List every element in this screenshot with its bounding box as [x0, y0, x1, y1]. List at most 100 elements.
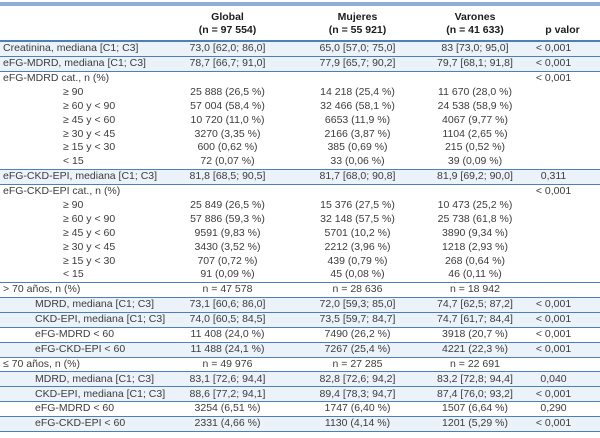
global-value-cell: 25 849 (26,5 %) [190, 198, 265, 211]
global-value-cell: 3270 (3,35 %) [194, 127, 261, 140]
row-label-cell: eFG-MDRD cat., n (%) [3, 71, 110, 84]
pvalue-cell [525, 268, 600, 284]
header-row: Global (n = 97 554) Mujeres (n = 55 921)… [0, 6, 600, 42]
row-label-cell: CKD-EPI, mediana [C1; C3] [0, 386, 165, 403]
table-row: eFG-CKD-EPI < 60 2331 (4,66 %) 1130 (4,1… [0, 416, 600, 433]
global-value-cell: 11 488 (24,1 %) [165, 342, 290, 358]
pvalue-cell [525, 127, 600, 141]
table-row: ≥ 60 y < 90 57 886 (59,3 %) 32 148 (57,5… [0, 213, 600, 227]
column-header-n: (n = 97 554) [198, 24, 257, 36]
varones-value-cell: 1218 (2,93 %) [442, 240, 508, 253]
varones-value-cell: 1104 (2,65 %) [442, 127, 508, 140]
mujeres-value-cell: 439 (0,79 %) [327, 254, 388, 267]
results-table: Global (n = 97 554) Mujeres (n = 55 921)… [0, 6, 600, 433]
table-row: MDRD, mediana [C1; C3] 73,1 [60,6; 86,0]… [0, 297, 600, 313]
varones-value-cell: 268 (0,64 %) [444, 254, 506, 267]
varones-value-cell: 39 (0,09 %) [425, 155, 525, 171]
varones-value-cell [425, 184, 525, 198]
table-row: eFG-CKD-EPI cat., n (%) < 0,001 [0, 184, 600, 198]
varones-value-cell [425, 71, 525, 85]
global-value-cell: 91 (0,09 %) [165, 268, 290, 284]
pvalue-cell: 0,290 [525, 401, 600, 418]
table-row: eFG-CKD-EPI < 60 11 488 (24,1 %) 7267 (2… [0, 342, 600, 358]
global-value-cell: 83,1 [72,6; 94,4] [165, 371, 290, 388]
varones-value-cell: 3890 (9,34 %) [442, 226, 508, 239]
varones-value-cell: 3918 (20,7 %) [425, 327, 525, 343]
pvalue-cell [525, 86, 600, 100]
global-value-cell: 25 888 (26,5 %) [190, 85, 265, 98]
mujeres-value-cell: 2212 (3,96 %) [324, 240, 391, 253]
global-value-cell: 72 (0,07 %) [165, 155, 290, 171]
pvalue-cell [525, 113, 600, 127]
row-label-cell: ≤ 70 años, n (%) [0, 357, 165, 373]
mujeres-value-cell: 7490 (26,2 %) [290, 327, 425, 343]
global-value-cell: 3254 (6,51 %) [165, 401, 290, 418]
row-label-cell: ≥ 45 y < 60 [63, 113, 116, 126]
mujeres-value-cell: 73,5 [59,7; 84,7] [290, 312, 425, 328]
pvalue-cell: < 0,001 [525, 416, 600, 433]
table-row: ≤ 70 años, n (%) n = 49 976 n = 27 285 n… [0, 357, 600, 373]
row-label-cell: ≥ 30 y < 45 [63, 240, 116, 253]
global-value-cell [165, 184, 290, 198]
mujeres-value-cell: n = 28 636 [290, 282, 425, 299]
varones-value-cell: 4221 (22,3 %) [425, 342, 525, 358]
row-label-cell: eFG-MDRD < 60 [0, 401, 165, 418]
table-row: ≥ 30 y < 45 3270 (3,35 %) 2166 (3,87 %) … [0, 127, 600, 141]
table-row: eFG-CKD-EPI, mediana [C1; C3] 81,8 [68,5… [0, 169, 600, 185]
column-header-global: Global (n = 97 554) [165, 6, 290, 42]
pvalue-cell: < 0,001 [525, 327, 600, 343]
row-label-cell: Creatinina, mediana [C1; C3] [0, 41, 165, 57]
mujeres-value-cell [290, 184, 425, 198]
mujeres-value-cell: 33 (0,06 %) [290, 155, 425, 171]
table-row: eFG-MDRD < 60 11 408 (24,0 %) 7490 (26,2… [0, 327, 600, 343]
row-label-cell: MDRD, mediana [C1; C3] [0, 371, 165, 388]
mujeres-value-cell: 15 376 (27,5 %) [320, 198, 395, 211]
table-row: < 15 72 (0,07 %) 33 (0,06 %) 39 (0,09 %) [0, 155, 600, 171]
column-header-mujeres: Mujeres (n = 55 921) [290, 6, 425, 42]
varones-value-cell: 4067 (9,77 %) [442, 113, 508, 126]
global-value-cell: 10 720 (11,0 %) [190, 113, 265, 126]
global-value-cell: 57 004 (58,4 %) [190, 99, 265, 112]
table-row: MDRD, mediana [C1; C3] 83,1 [72,6; 94,4]… [0, 371, 600, 388]
varones-value-cell: n = 18 942 [425, 282, 525, 299]
table-body: Creatinina, mediana [C1; C3] 73,0 [62,0;… [0, 41, 600, 433]
mujeres-value-cell: 5701 (10,2 %) [324, 226, 391, 239]
table-row: CKD-EPI, mediana [C1; C3] 88,6 [77,2; 94… [0, 386, 600, 403]
mujeres-value-cell: 1747 (6,40 %) [290, 401, 425, 418]
row-label-cell: eFG-CKD-EPI cat., n (%) [3, 185, 121, 198]
column-header-pvalue: p valor [525, 6, 600, 42]
table-top-rule [0, 2, 600, 6]
global-value-cell: n = 49 976 [165, 357, 290, 373]
pvalue-cell [525, 282, 600, 299]
pvalue-cell [525, 227, 600, 241]
pvalue-cell: < 0,001 [535, 185, 572, 198]
global-value-cell: n = 47 578 [165, 282, 290, 299]
table-row: CKD-EPI, mediana [C1; C3] 74,0 [60,5; 84… [0, 312, 600, 328]
global-value-cell: 3430 (3,52 %) [194, 240, 261, 253]
varones-value-cell: n = 22 691 [425, 357, 525, 373]
table-row: ≥ 45 y < 60 9591 (9,83 %) 5701 (10,2 %) … [0, 227, 600, 241]
pvalue-cell: < 0,001 [525, 41, 600, 57]
column-header-n: (n = 41 633) [446, 24, 504, 36]
mujeres-value-cell: n = 27 285 [290, 357, 425, 373]
column-header-empty [0, 6, 165, 42]
row-label-cell: ≥ 30 y < 45 [63, 127, 116, 140]
mujeres-value-cell: 7267 (25,4 %) [290, 342, 425, 358]
pvalue-cell: < 0,001 [525, 297, 600, 313]
global-value-cell: 78,7 [66,7; 91,0] [165, 56, 290, 72]
column-header-label: Varones [454, 11, 496, 23]
table-row: ≥ 15 y < 30 707 (0,72 %) 439 (0,79 %) 26… [0, 254, 600, 268]
varones-value-cell: 25 738 (61,8 %) [437, 212, 513, 225]
mujeres-value-cell: 77,9 [65,7; 90,2] [290, 56, 425, 72]
global-value-cell: 74,0 [60,5; 84,5] [165, 312, 290, 328]
pvalue-cell [525, 213, 600, 227]
mujeres-value-cell: 6653 (11,9 %) [324, 113, 391, 126]
table-row: ≥ 45 y < 60 10 720 (11,0 %) 6653 (11,9 %… [0, 113, 600, 127]
table-row: eFG-MDRD < 60 3254 (6,51 %) 1747 (6,40 %… [0, 401, 600, 418]
mujeres-value-cell: 89,4 [78,3; 94,7] [290, 386, 425, 403]
pvalue-cell [525, 199, 600, 213]
global-value-cell: 88,6 [77,2; 94,1] [165, 386, 290, 403]
row-label-cell: ≥ 15 y < 30 [63, 141, 116, 154]
column-header-label: Mujeres [337, 11, 378, 23]
